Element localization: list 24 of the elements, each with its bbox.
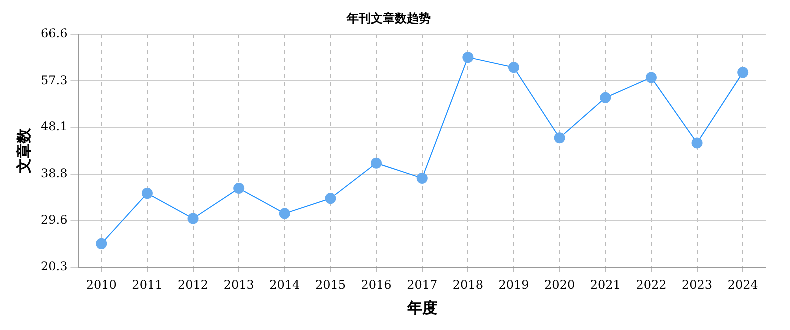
x-tick-label: 2024 [728, 278, 759, 292]
x-tick-label: 2022 [636, 278, 667, 292]
x-tick-label: 2019 [498, 278, 530, 292]
y-tick-label: 29.6 [41, 212, 68, 227]
x-tick-label: 2012 [178, 278, 209, 292]
x-tick-label: 2021 [590, 278, 621, 292]
y-tick-label: 48.1 [41, 120, 68, 134]
x-axis-title: 年度 [406, 298, 438, 317]
y-tick-label: 66.6 [41, 26, 68, 41]
x-tick-label: 2015 [315, 278, 346, 292]
x-tick-label: 2018 [452, 278, 484, 292]
x-tick-label: 2016 [361, 278, 392, 292]
x-tick-label: 2010 [86, 278, 117, 292]
y-tick-label: 38.8 [41, 166, 68, 181]
x-tick-label: 2011 [132, 278, 163, 292]
x-tick-label: 2017 [407, 278, 438, 292]
x-tick-label: 2013 [224, 278, 254, 292]
y-tick-label: 57.3 [41, 73, 68, 88]
x-tick-label: 2014 [270, 278, 301, 292]
chart-title: 年刊文章数趋势 [346, 11, 431, 26]
x-tick-label: 2023 [682, 278, 713, 292]
y-axis-title: 文章数 [14, 128, 33, 174]
x-tick-label: 2020 [544, 278, 576, 292]
y-tick-label: 20.3 [41, 260, 68, 274]
